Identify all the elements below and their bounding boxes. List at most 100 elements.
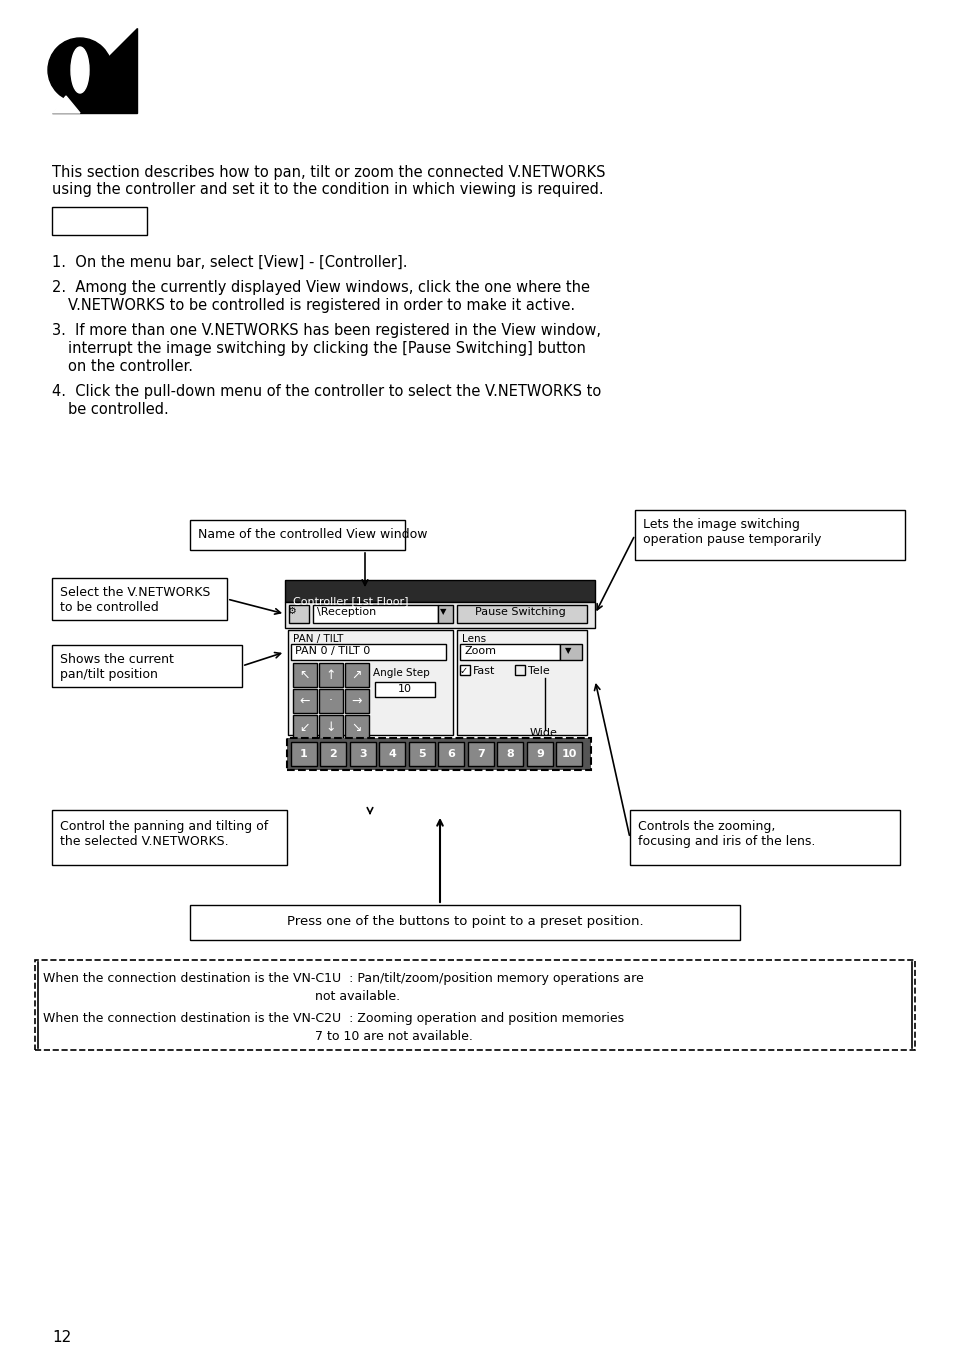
Polygon shape [52,28,137,113]
Text: Lens: Lens [461,634,486,645]
Text: interrupt the image switching by clicking the [Pause Switching] button: interrupt the image switching by clickin… [68,341,585,356]
Text: 7 to 10 are not available.: 7 to 10 are not available. [43,1030,473,1044]
Bar [291,742,316,765]
Text: Zoom: Zoom [464,646,497,655]
Text: 9: 9 [536,749,543,759]
Text: ↗: ↗ [352,669,362,681]
Text: 10: 10 [397,684,412,693]
Text: ←: ← [299,695,310,707]
Text: When the connection destination is the VN-C1U  : Pan/tilt/zoom/position memory o: When the connection destination is the V… [43,972,643,985]
Bar [293,689,316,712]
Text: 3.  If more than one V.NETWORKS has been registered in the View window,: 3. If more than one V.NETWORKS has been … [52,323,600,338]
Text: 12: 12 [52,1330,71,1345]
Text: Controller [1st Floor]: Controller [1st Floor] [293,596,408,607]
Text: Fast: Fast [473,666,495,676]
Text: ·: · [329,695,333,707]
Bar [318,715,343,740]
Bar [350,742,375,765]
Bar [52,645,242,687]
Text: Tele: Tele [527,666,549,676]
Text: ▼: ▼ [564,646,571,655]
Bar [559,645,581,660]
Text: 8: 8 [506,749,514,759]
Text: This section describes how to pan, tilt or zoom the connected V.NETWORKS
using t: This section describes how to pan, tilt … [52,166,605,197]
Bar [375,683,435,697]
Bar [313,605,437,623]
Text: 3: 3 [359,749,366,759]
Text: ↘: ↘ [352,721,362,734]
Text: 1: 1 [300,749,308,759]
Text: 7: 7 [476,749,484,759]
Bar [285,603,595,628]
Text: Pause Switching: Pause Switching [475,607,565,617]
Text: ↖: ↖ [299,669,310,681]
Polygon shape [52,96,80,113]
Text: 4.  Click the pull-down menu of the controller to select the V.NETWORKS to: 4. Click the pull-down menu of the contr… [52,384,600,399]
Bar [52,208,147,235]
Bar [318,689,343,712]
Bar [629,810,899,864]
Text: PAN / TILT: PAN / TILT [293,634,343,645]
Bar [468,742,494,765]
Text: ↑: ↑ [325,669,335,681]
Bar [345,689,369,712]
Text: 6: 6 [447,749,455,759]
Text: 1.  On the menu bar, select [View] - [Controller].: 1. On the menu bar, select [View] - [Con… [52,255,407,270]
Bar [526,742,553,765]
Text: Controls the zooming,
focusing and iris of the lens.: Controls the zooming, focusing and iris … [638,820,815,848]
Bar [190,520,405,550]
Text: V.NETWORKS to be controlled is registered in order to make it active.: V.NETWORKS to be controlled is registere… [68,299,575,313]
Bar [289,605,309,623]
Text: be controlled.: be controlled. [68,402,169,417]
Bar [291,645,446,660]
Text: Lets the image switching
operation pause temporarily: Lets the image switching operation pause… [642,518,821,546]
Text: ↓: ↓ [325,721,335,734]
Bar [288,630,453,735]
Bar [459,645,559,660]
Bar [285,579,595,603]
Bar [409,742,435,765]
Bar [345,664,369,687]
Text: 10: 10 [561,749,577,759]
Bar [556,742,582,765]
Text: When the connection destination is the VN-C2U  : Zooming operation and position : When the connection destination is the V… [43,1012,623,1025]
Text: ▼: ▼ [439,607,446,616]
Bar [379,742,405,765]
Circle shape [48,38,112,102]
Text: ⚙: ⚙ [287,607,295,616]
Text: 5: 5 [417,749,425,759]
Bar [52,578,227,620]
Text: Control the panning and tilting of
the selected V.NETWORKS.: Control the panning and tilting of the s… [60,820,268,848]
Bar [437,605,453,623]
Bar [456,605,586,623]
Text: on the controller.: on the controller. [68,360,193,375]
Text: 2: 2 [330,749,337,759]
Text: PAN 0 / TILT 0: PAN 0 / TILT 0 [294,646,370,655]
Text: not available.: not available. [43,991,399,1003]
Bar [287,738,590,769]
Text: Shows the current
pan/tilt position: Shows the current pan/tilt position [60,653,173,681]
Text: Wide: Wide [530,727,558,738]
Bar [497,742,523,765]
Bar [35,959,914,1050]
Bar [293,715,316,740]
Text: \Reception: \Reception [316,607,375,617]
Bar [515,665,524,674]
Text: 4: 4 [388,749,396,759]
Text: Angle Step: Angle Step [373,668,429,678]
Text: →: → [352,695,362,707]
Bar [345,715,369,740]
Ellipse shape [71,47,89,94]
Bar [438,742,464,765]
Text: 2.  Among the currently displayed View windows, click the one where the: 2. Among the currently displayed View wi… [52,280,589,294]
Text: Select the V.NETWORKS
to be controlled: Select the V.NETWORKS to be controlled [60,586,211,613]
Text: Press one of the buttons to point to a preset position.: Press one of the buttons to point to a p… [287,915,642,928]
Bar [459,665,470,674]
Text: ↙: ↙ [299,721,310,734]
Text: ✓: ✓ [459,666,468,676]
Bar [293,664,316,687]
Bar [318,664,343,687]
Bar [320,742,346,765]
Bar [456,630,586,735]
Bar [52,810,287,864]
